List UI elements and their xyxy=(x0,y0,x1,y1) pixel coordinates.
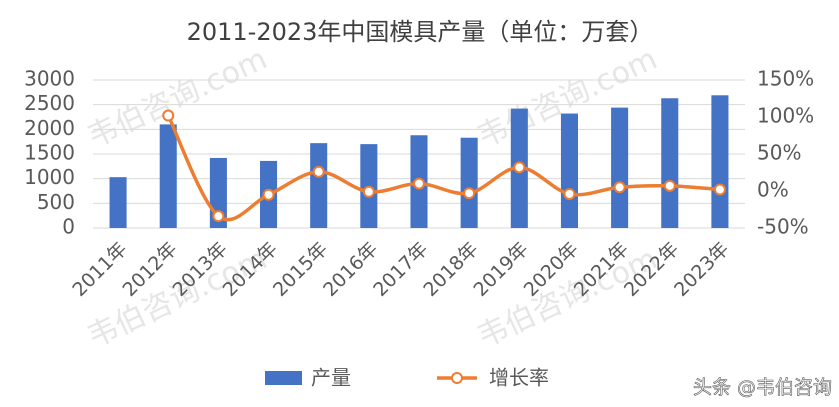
bar xyxy=(310,143,328,228)
y2-tick-label: 100% xyxy=(757,104,814,128)
line-marker xyxy=(212,210,225,223)
y-tick-label: 500 xyxy=(37,190,75,214)
line-marker xyxy=(563,187,576,200)
x-tick-label: 2015年 xyxy=(269,238,332,301)
line-marker xyxy=(162,109,175,122)
bar xyxy=(711,95,729,228)
line-marker xyxy=(713,183,726,196)
line-marker xyxy=(663,179,676,192)
bar xyxy=(460,137,478,228)
y2-tick-label: 50% xyxy=(757,141,801,165)
bar xyxy=(159,124,177,228)
line-marker xyxy=(312,165,325,178)
line-marker xyxy=(262,188,275,201)
y2-tick-label: -50% xyxy=(757,215,809,239)
x-tick-label: 2018年 xyxy=(419,238,482,301)
y-tick-label: 1500 xyxy=(24,141,75,165)
y2-tick-label: 0% xyxy=(757,178,789,202)
legend-swatch xyxy=(265,371,302,385)
legend-label: 增长率 xyxy=(489,366,549,390)
line-marker xyxy=(413,177,425,190)
line-marker xyxy=(362,185,375,198)
y2-tick-label: 150% xyxy=(757,67,814,91)
chart-title: 2011-2023年中国模具产量（单位：万套） xyxy=(187,18,654,46)
y-tick-label: 2500 xyxy=(24,91,75,115)
y-tick-label: 0 xyxy=(62,215,75,239)
x-tick-label: 2017年 xyxy=(369,238,432,301)
source: 头条 @韦伯咨询 xyxy=(693,377,832,399)
x-tick-label: 2019年 xyxy=(470,238,533,301)
bar xyxy=(661,98,679,229)
x-tick-label: 2016年 xyxy=(319,238,382,301)
y-tick-label: 3000 xyxy=(24,67,75,91)
x-tick-label: 2023年 xyxy=(670,238,733,301)
bar xyxy=(611,107,629,228)
line-marker xyxy=(613,181,626,194)
line-marker xyxy=(513,161,526,174)
legend-swatch xyxy=(451,372,463,384)
bar xyxy=(560,113,578,228)
x-tick-label: 2011年 xyxy=(68,238,131,301)
bar xyxy=(109,177,127,228)
line-marker xyxy=(463,187,476,200)
line xyxy=(166,114,721,222)
legend-label: 产量 xyxy=(311,366,351,390)
y-tick-label: 2000 xyxy=(24,116,75,140)
y-tick-label: 1000 xyxy=(24,165,75,189)
